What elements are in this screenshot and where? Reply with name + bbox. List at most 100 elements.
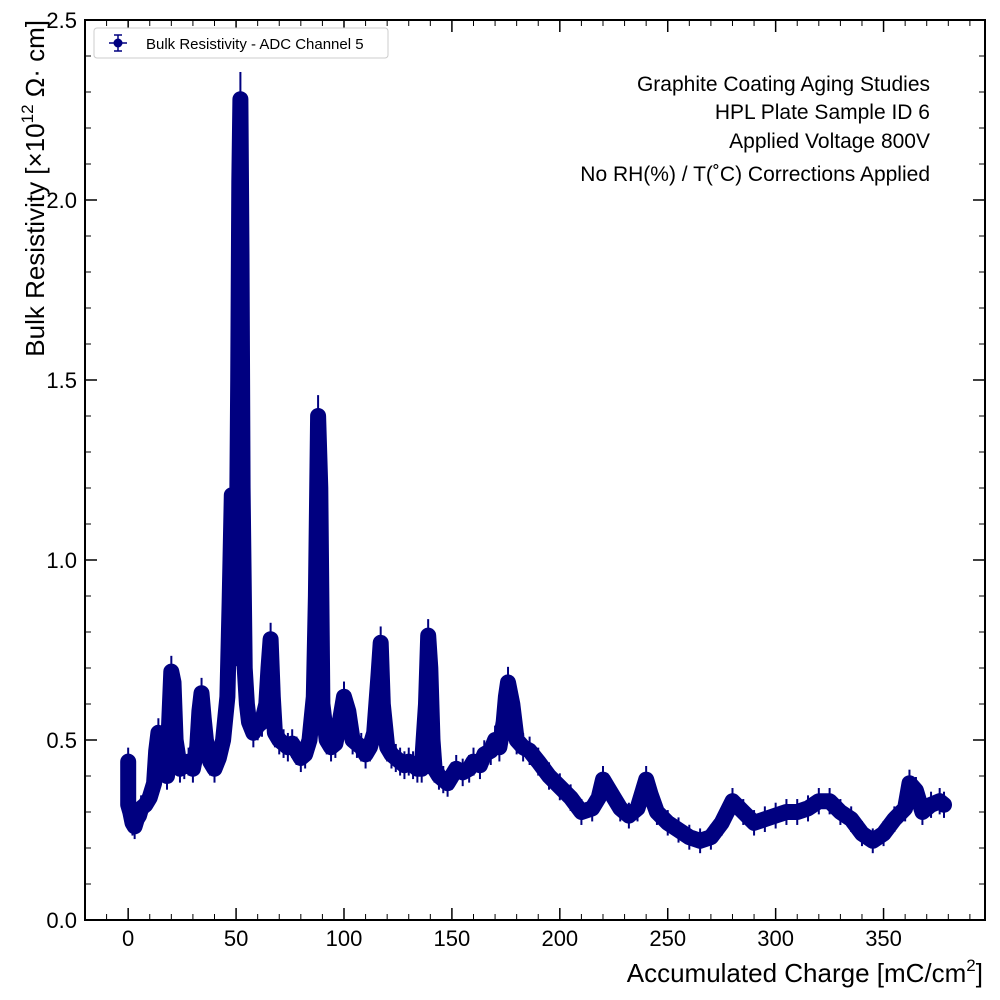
data-point: [270, 728, 280, 738]
data-point: [926, 800, 936, 810]
data-point: [576, 807, 586, 817]
plot-frame: [84, 19, 986, 921]
data-point: [222, 692, 232, 702]
data-point: [378, 699, 388, 709]
data-point: [151, 746, 161, 756]
y-tick-label: 2.5: [46, 8, 77, 33]
data-point: [889, 814, 899, 824]
data-point: [313, 411, 323, 421]
annotation-sample: HPL Plate Sample ID 6: [715, 101, 930, 124]
data-point: [663, 818, 673, 828]
data-point: [339, 692, 349, 702]
data-point: [374, 670, 384, 680]
data-point: [846, 814, 856, 824]
data-point: [263, 663, 273, 673]
data-point: [939, 800, 949, 810]
data-point: [266, 634, 276, 644]
data-point: [674, 825, 684, 835]
data-point: [684, 832, 694, 842]
data-point: [227, 490, 237, 500]
data-point: [188, 764, 198, 774]
data-point: [857, 829, 867, 839]
data-point: [214, 753, 224, 763]
data-point: [507, 699, 517, 709]
data-point: [158, 753, 168, 763]
x-tick-label: 250: [649, 926, 686, 951]
data-point: [164, 717, 174, 727]
data-point: [162, 771, 172, 781]
data-point: [717, 818, 727, 828]
data-point: [555, 782, 565, 792]
data-point: [311, 591, 321, 601]
data-point: [257, 717, 267, 727]
y-axis-label: Bulk Resistivity [×1012 Ω· cm]: [18, 20, 50, 357]
data-point: [361, 749, 371, 759]
x-tick-label: 100: [326, 926, 363, 951]
data-point: [760, 814, 770, 824]
x-axis-label: Accumulated Charge [mC/cm2]: [627, 956, 983, 988]
data-point: [447, 771, 457, 781]
data-point: [153, 728, 163, 738]
x-tick-label: 300: [757, 926, 794, 951]
data-point: [464, 764, 474, 774]
data-point: [209, 764, 219, 774]
data-point: [292, 746, 302, 756]
legend-label: Bulk Resistivity - ADC Channel 5: [146, 36, 364, 53]
data-point: [356, 742, 366, 752]
data-point: [641, 775, 651, 785]
y-tick-label: 2.0: [46, 188, 77, 213]
data-point: [242, 699, 252, 709]
x-tick-label: 350: [865, 926, 902, 951]
tick-layer: 0 50 100 150 200 250 300 350 0.0 0.5 1.0 1.5 2.0 2.5: [46, 8, 985, 951]
data-point: [330, 739, 340, 749]
data-point: [236, 249, 246, 259]
data-point: [309, 692, 319, 702]
data-point: [240, 663, 250, 673]
data-point: [369, 728, 379, 738]
data-point: [231, 645, 241, 655]
annotation-layer: Graphite Coating Aging Studies HPL Plate…: [580, 73, 930, 186]
y-tick-label: 0.5: [46, 728, 77, 753]
data-point: [900, 803, 910, 813]
data-point: [123, 778, 133, 788]
data-point: [624, 811, 634, 821]
data-point: [587, 803, 597, 813]
data-point: [533, 757, 543, 767]
data-point: [706, 832, 716, 842]
data-point: [499, 717, 509, 727]
data-point: [199, 713, 209, 723]
data-point: [645, 789, 655, 799]
data-point: [749, 818, 759, 828]
data-point: [268, 692, 278, 702]
data-point: [229, 555, 239, 565]
data-point: [123, 757, 133, 767]
data-point: [609, 793, 619, 803]
data-point: [781, 807, 791, 817]
data-point: [566, 793, 576, 803]
data-point: [248, 728, 258, 738]
annotation-corrections: No RH(%) / T(˚C) Corrections Applied: [580, 163, 930, 186]
data-point: [218, 735, 228, 745]
data-point: [238, 483, 248, 493]
data-point: [382, 742, 392, 752]
data-point: [235, 94, 245, 104]
x-tick-label: 50: [224, 926, 248, 951]
data-point: [879, 829, 889, 839]
data-point: [652, 807, 662, 817]
data-point: [417, 764, 427, 774]
data-layer: [120, 71, 952, 854]
data-point: [738, 807, 748, 817]
data-point: [917, 807, 927, 817]
data-point: [427, 735, 437, 745]
data-point: [149, 778, 159, 788]
y-tick-label: 1.0: [46, 548, 77, 573]
y-tick-label: 1.5: [46, 368, 77, 393]
annotation-title: Graphite Coating Aging Studies: [637, 73, 930, 96]
data-point: [803, 803, 813, 813]
data-point: [911, 785, 921, 795]
data-point: [140, 800, 150, 810]
data-point: [512, 735, 522, 745]
data-point: [425, 663, 435, 673]
data-point: [197, 688, 207, 698]
